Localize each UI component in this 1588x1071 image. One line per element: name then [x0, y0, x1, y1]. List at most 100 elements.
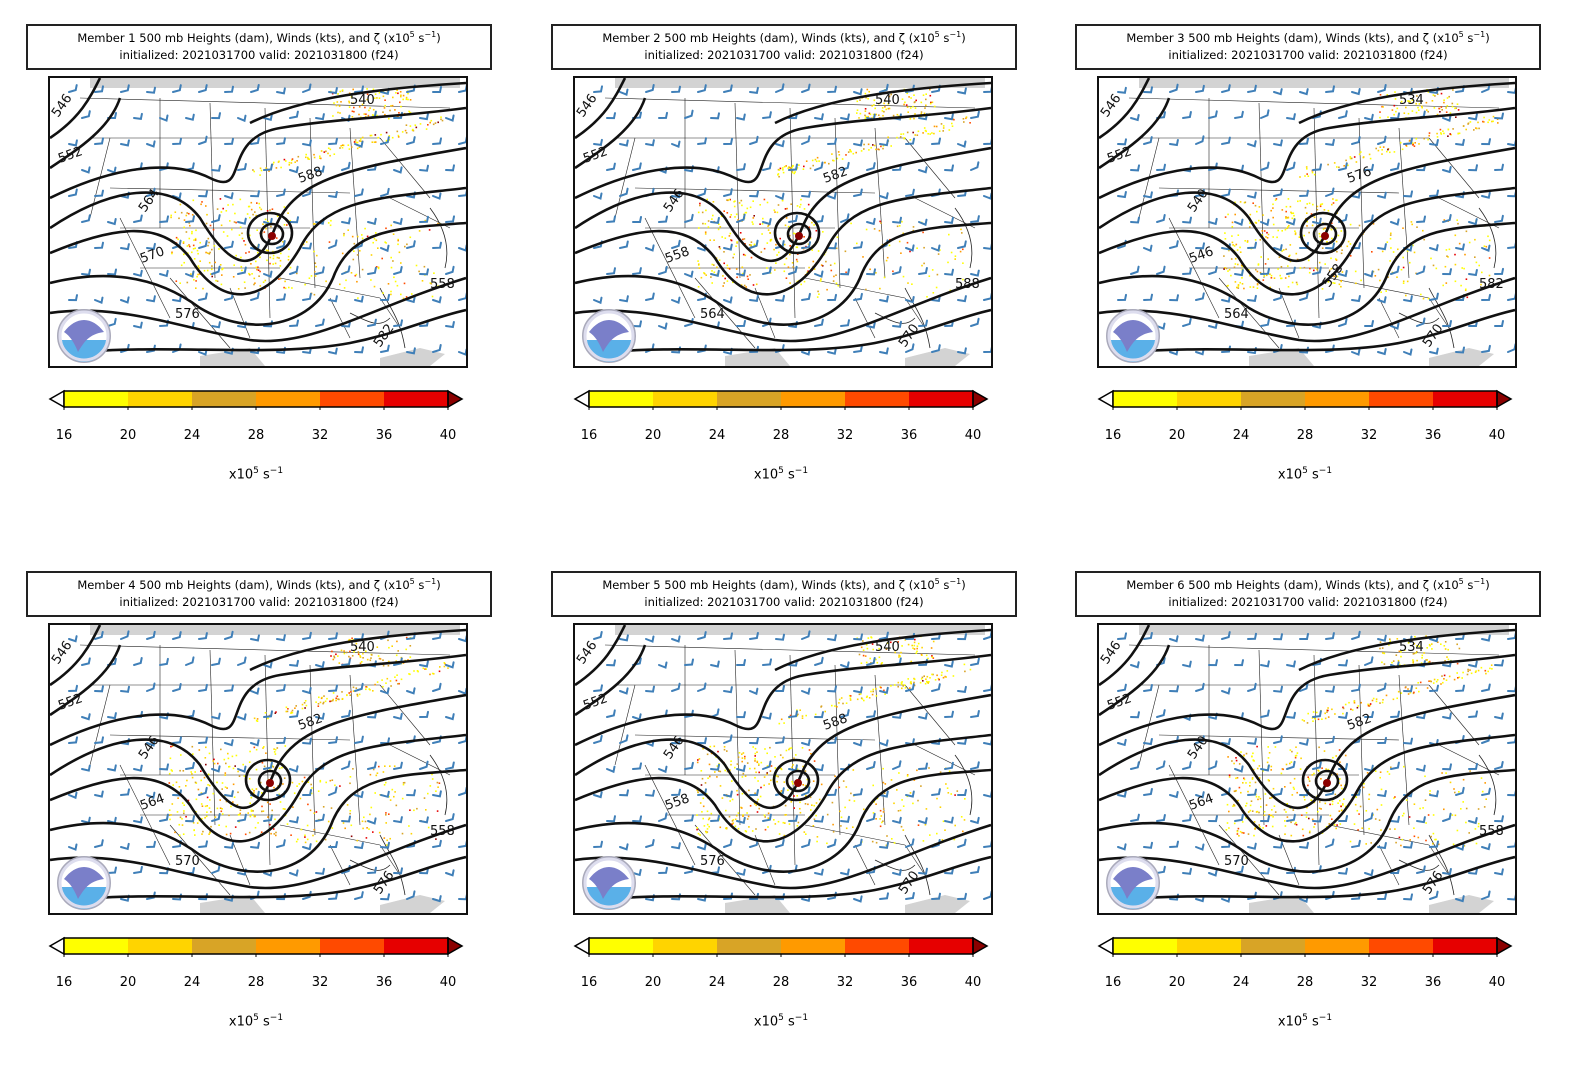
panel-title: Member 2 500 mb Heights (dam), Winds (kt… [551, 24, 1017, 70]
member-label: Member 6 [1126, 578, 1185, 592]
title-close: ) [961, 578, 966, 592]
panel-subtitle: initialized: 2021031700 valid: 202103180… [119, 595, 399, 609]
contour-label: 534 [1399, 93, 1424, 108]
contour-label: 558 [430, 277, 455, 292]
colorbar-min-extension [48, 936, 65, 956]
colorbar-tick-label: 40 [439, 975, 457, 990]
canada-masked-area [615, 625, 985, 635]
colorbar-tick-label: 20 [119, 428, 137, 443]
colorbar-segment [653, 391, 718, 407]
low-contour-ring [786, 222, 812, 246]
wind-barbs [1117, 83, 1515, 356]
height-contour-line [69, 308, 466, 355]
height-contour-line [575, 221, 991, 326]
colorbar-tick-label: 32 [1360, 428, 1378, 443]
unit-part: x10 [228, 1014, 254, 1030]
title-text: 500 mb Heights (dam), Winds (kts), and ζ… [139, 31, 410, 45]
colorbar-segment [589, 391, 654, 407]
colorbar-tick-label: 32 [836, 975, 854, 990]
colorbar-tick-label: 24 [1232, 975, 1250, 990]
colorbar-segment [64, 391, 129, 407]
colorbar-tick-label: 28 [247, 428, 265, 443]
noaa-logo-icon [582, 309, 636, 363]
contour-label: 546 [575, 91, 601, 120]
member-label: Member 5 [602, 578, 661, 592]
mexico-masked-area [200, 348, 265, 366]
height-contour-line [50, 221, 466, 326]
colorbar-segment [1113, 391, 1178, 407]
contour-label: 570 [138, 244, 166, 267]
panel-title: Member 3 500 mb Heights (dam), Winds (kt… [1075, 24, 1541, 70]
coastline [349, 754, 448, 896]
colorbar-tick-label: 28 [1296, 975, 1314, 990]
title-unit: s [1463, 578, 1474, 592]
map: 546 552 540 546 564 570 576 582 558 [48, 623, 468, 915]
low-center-marker [795, 232, 803, 240]
unit-part: −1 [1318, 466, 1333, 476]
panel-subtitle: initialized: 2021031700 valid: 202103180… [644, 48, 924, 62]
colorbar-segment [1369, 938, 1434, 954]
height-contour-line [50, 653, 466, 747]
colorbar-min-extension [573, 936, 590, 956]
panel-title: Member 4 500 mb Heights (dam), Winds (kt… [26, 571, 492, 617]
low-contour-ring [1314, 769, 1340, 793]
colorbar-segment [781, 391, 846, 407]
contour-label: 546 [50, 91, 76, 120]
unit-part: −1 [1318, 1013, 1333, 1023]
contour-label: 552 [581, 691, 609, 714]
title-exponent: 5 [409, 577, 415, 587]
contour-label: 546 [1099, 91, 1125, 120]
colorbar-max-extension [972, 389, 989, 409]
unit-part: 5 [778, 1013, 784, 1023]
colorbar-segment [909, 391, 974, 407]
colorbar-tick-label: 36 [1424, 975, 1442, 990]
state-borders [1128, 644, 1500, 896]
mexico-masked-area [1249, 348, 1314, 366]
vorticity-field [168, 635, 449, 846]
height-contour-line [575, 78, 627, 140]
height-contour-line [575, 733, 991, 843]
colorbar-segment [1305, 391, 1370, 407]
colorbar-segment [845, 391, 910, 407]
member-label: Member 3 [1126, 31, 1185, 45]
unit-part: s [783, 1014, 795, 1030]
height-contour-line [575, 693, 991, 809]
unit-part: −1 [269, 466, 284, 476]
colorbar-segment [589, 938, 654, 954]
contour-label: 546 [136, 733, 163, 762]
height-contour-line [1099, 106, 1515, 200]
low-center-marker [1323, 779, 1331, 787]
colorbar-tick-label: 24 [183, 975, 201, 990]
colorbar [48, 936, 464, 957]
contour-label: 558 [1479, 824, 1504, 839]
colorbar-tick-label: 40 [1488, 975, 1506, 990]
colorbar-segment [1177, 391, 1242, 407]
height-contour-line [1099, 733, 1515, 843]
model-panel: Member 3 500 mb Heights (dam), Winds (kt… [1075, 24, 1575, 494]
coastline [1398, 754, 1497, 896]
unit-part: x10 [1277, 467, 1303, 483]
colorbar-tick-label: 36 [900, 428, 918, 443]
height-contour-line [50, 97, 122, 170]
contour-label: 552 [56, 691, 84, 714]
colorbar-tick-label: 36 [375, 975, 393, 990]
colorbar-tick-label: 24 [708, 975, 726, 990]
height-contour-line [50, 733, 466, 843]
colorbar [1097, 389, 1513, 410]
colorbar-unit-label: x105 s−1 [754, 1013, 808, 1029]
colorbar-segment [192, 938, 257, 954]
title-text: 500 mb Heights (dam), Winds (kts), and ζ… [1188, 578, 1459, 592]
height-contour-line [1099, 768, 1515, 873]
height-contour-line [575, 768, 991, 873]
contour-label: 552 [1105, 691, 1133, 714]
cuba-masked-area [1429, 895, 1494, 913]
height-contour-line [575, 186, 991, 296]
height-contour-line [50, 106, 466, 200]
height-contour-line [1099, 653, 1515, 747]
contour-label: 564 [136, 186, 163, 215]
height-contour-line [575, 97, 647, 170]
colorbar-tick-label: 40 [964, 975, 982, 990]
